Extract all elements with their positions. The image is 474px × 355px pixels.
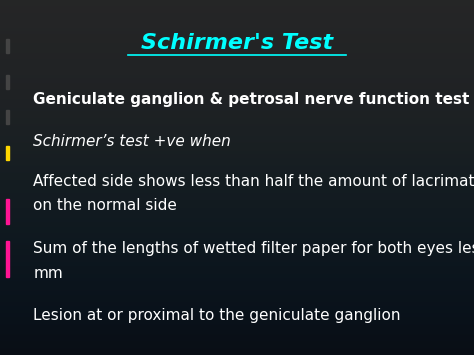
Bar bbox=[6, 146, 9, 160]
Bar bbox=[6, 110, 9, 124]
Text: Affected side shows less than half the amount of lacrimation seen: Affected side shows less than half the a… bbox=[33, 174, 474, 189]
Bar bbox=[6, 199, 9, 224]
Bar bbox=[6, 241, 9, 277]
Text: Schirmer's Test: Schirmer's Test bbox=[141, 33, 333, 53]
Bar bbox=[6, 39, 9, 53]
Text: on the normal side: on the normal side bbox=[33, 198, 177, 213]
Bar bbox=[6, 75, 9, 89]
Text: Schirmer’s test +ve when: Schirmer’s test +ve when bbox=[33, 135, 231, 149]
Text: Geniculate ganglion & petrosal nerve function test: Geniculate ganglion & petrosal nerve fun… bbox=[33, 92, 470, 107]
Text: mm: mm bbox=[33, 266, 63, 281]
Text: Sum of the lengths of wetted filter paper for both eyes less than 25: Sum of the lengths of wetted filter pape… bbox=[33, 241, 474, 256]
Text: Lesion at or proximal to the geniculate ganglion: Lesion at or proximal to the geniculate … bbox=[33, 308, 401, 323]
